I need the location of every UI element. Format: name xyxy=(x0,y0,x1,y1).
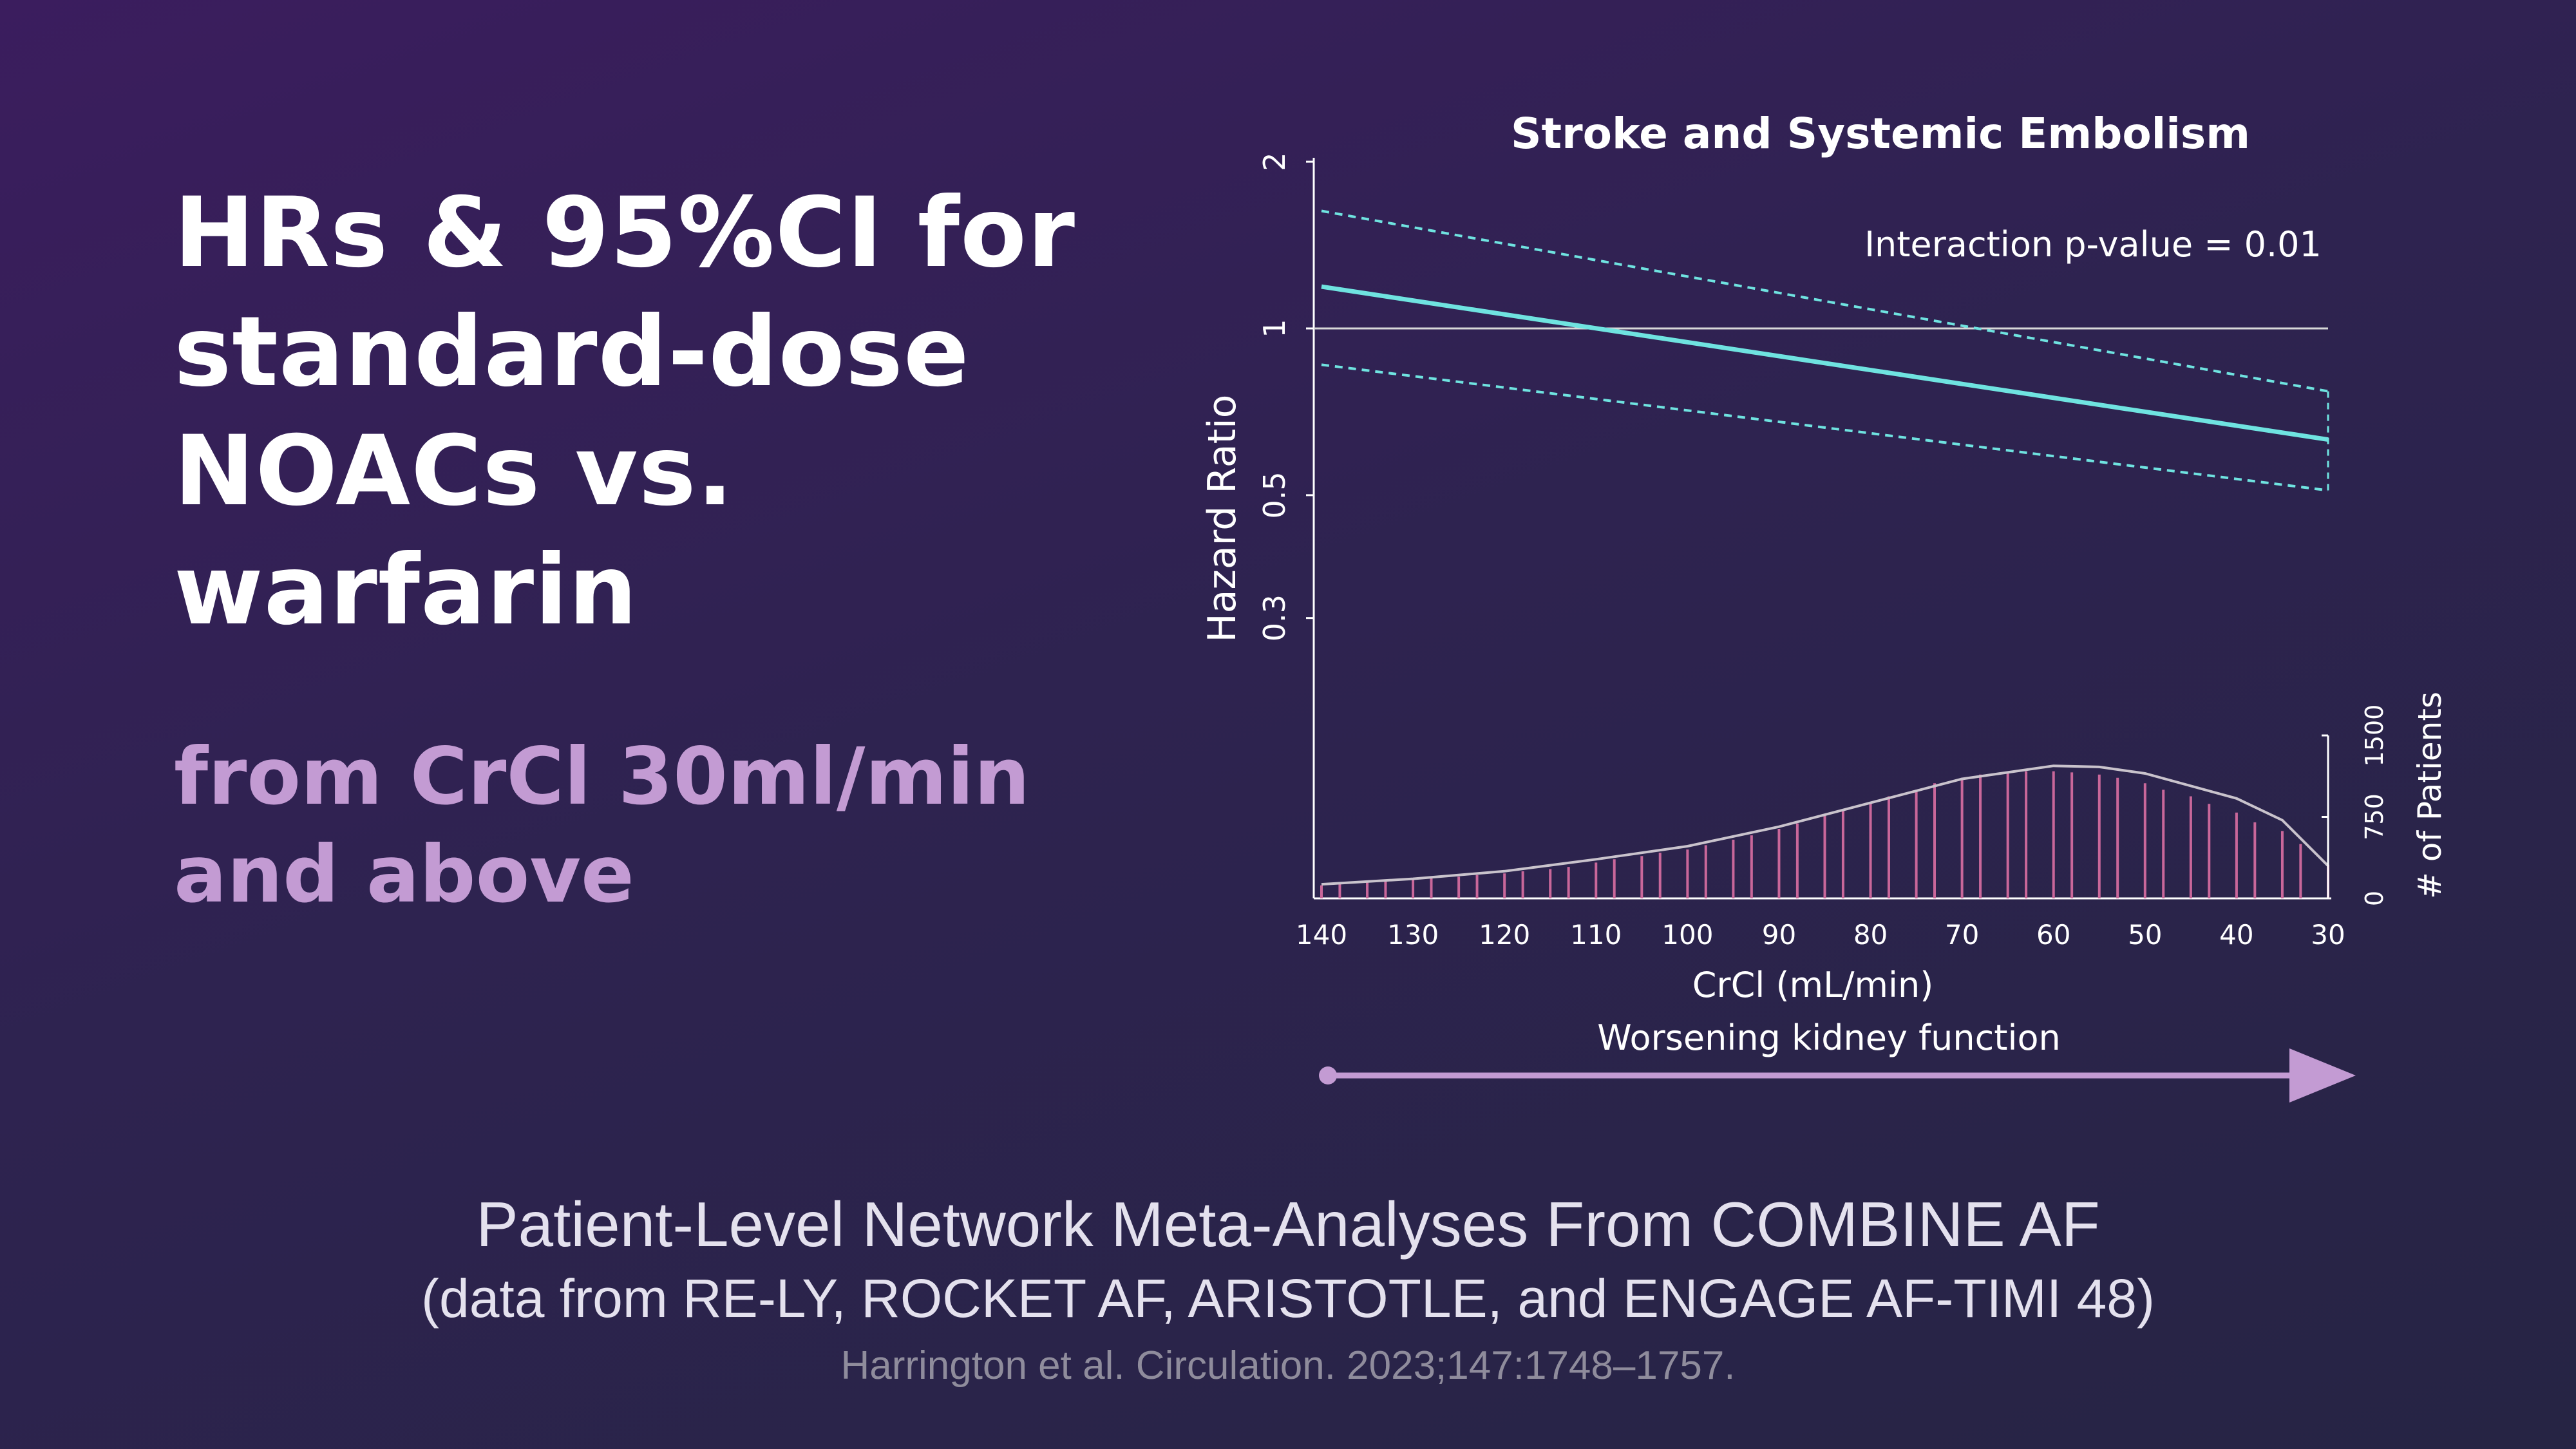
x-tick-label: 140 xyxy=(1296,919,1347,951)
x-tick-label: 50 xyxy=(2128,919,2162,951)
x-tick-label: 100 xyxy=(1662,919,1713,951)
subhead-line-1: from CrCl 30ml/min xyxy=(174,731,1030,822)
subhead: from CrCl 30ml/min and above xyxy=(174,728,1140,923)
x-tick-label: 30 xyxy=(2311,919,2345,951)
x-tick-label: 90 xyxy=(1762,919,1796,951)
x-tick-label: 120 xyxy=(1479,919,1530,951)
y-tick-label: 1 xyxy=(1257,319,1292,337)
direction-arrow-start-dot xyxy=(1319,1066,1337,1084)
footer-subtitle: (data from RE-LY, ROCKET AF, ARISTOTLE, … xyxy=(421,1268,2155,1329)
y-tick-label: 0.3 xyxy=(1257,594,1292,641)
patients-tick-label: 750 xyxy=(2360,793,2389,840)
patients-tick-label: 0 xyxy=(2360,891,2389,906)
ci-upper-line xyxy=(1321,209,2329,393)
chart-title: Stroke and Systemic Embolism xyxy=(1511,109,2250,158)
headline-line-2: standard-dose xyxy=(174,296,970,408)
x-tick-label: 130 xyxy=(1387,919,1439,951)
interaction-p-value: Interaction p-value = 0.01 xyxy=(1864,224,2322,265)
headline-line-4: warfarin xyxy=(174,535,638,647)
worsening-kidney-label: Worsening kidney function xyxy=(1597,1018,2060,1058)
headline-line-3: NOACs vs. xyxy=(174,415,734,527)
x-tick-label: 40 xyxy=(2219,919,2253,951)
patients-tick-label: 1500 xyxy=(2360,705,2389,767)
footer-citation: Harrington et al. Circulation. 2023;147:… xyxy=(840,1343,1736,1388)
x-tick-label: 110 xyxy=(1570,919,1622,951)
headline-line-1: HRs & 95%CI for xyxy=(174,177,1076,289)
hazard-ratio-chart: Stroke and Systemic Embolism Interaction … xyxy=(1200,109,2448,1103)
x-tick-label: 80 xyxy=(1853,919,1888,951)
chart-area: Stroke and Systemic Embolism Interaction … xyxy=(1200,109,2448,1103)
direction-arrow-head-icon xyxy=(2289,1048,2356,1103)
hr-line xyxy=(1321,284,2329,442)
y-axis-label: Hazard Ratio xyxy=(1200,395,1245,643)
x-tick-label: 70 xyxy=(1945,919,1979,951)
y-tick-label: 2 xyxy=(1257,152,1292,171)
x-tick-label: 60 xyxy=(2036,919,2070,951)
subhead-line-2: and above xyxy=(174,829,634,920)
footer-title: Patient-Level Network Meta-Analyses From… xyxy=(476,1189,2100,1260)
patients-axis-label: # of Patients xyxy=(2411,692,2448,899)
y-tick-label: 0.5 xyxy=(1257,471,1292,518)
headline: HRs & 95%CI for standard-dose NOACs vs. … xyxy=(174,174,1140,650)
ci-lower-line xyxy=(1321,363,2329,492)
x-axis-label: CrCl (mL/min) xyxy=(1692,965,1934,1005)
patient-density-curve xyxy=(1321,764,2329,886)
